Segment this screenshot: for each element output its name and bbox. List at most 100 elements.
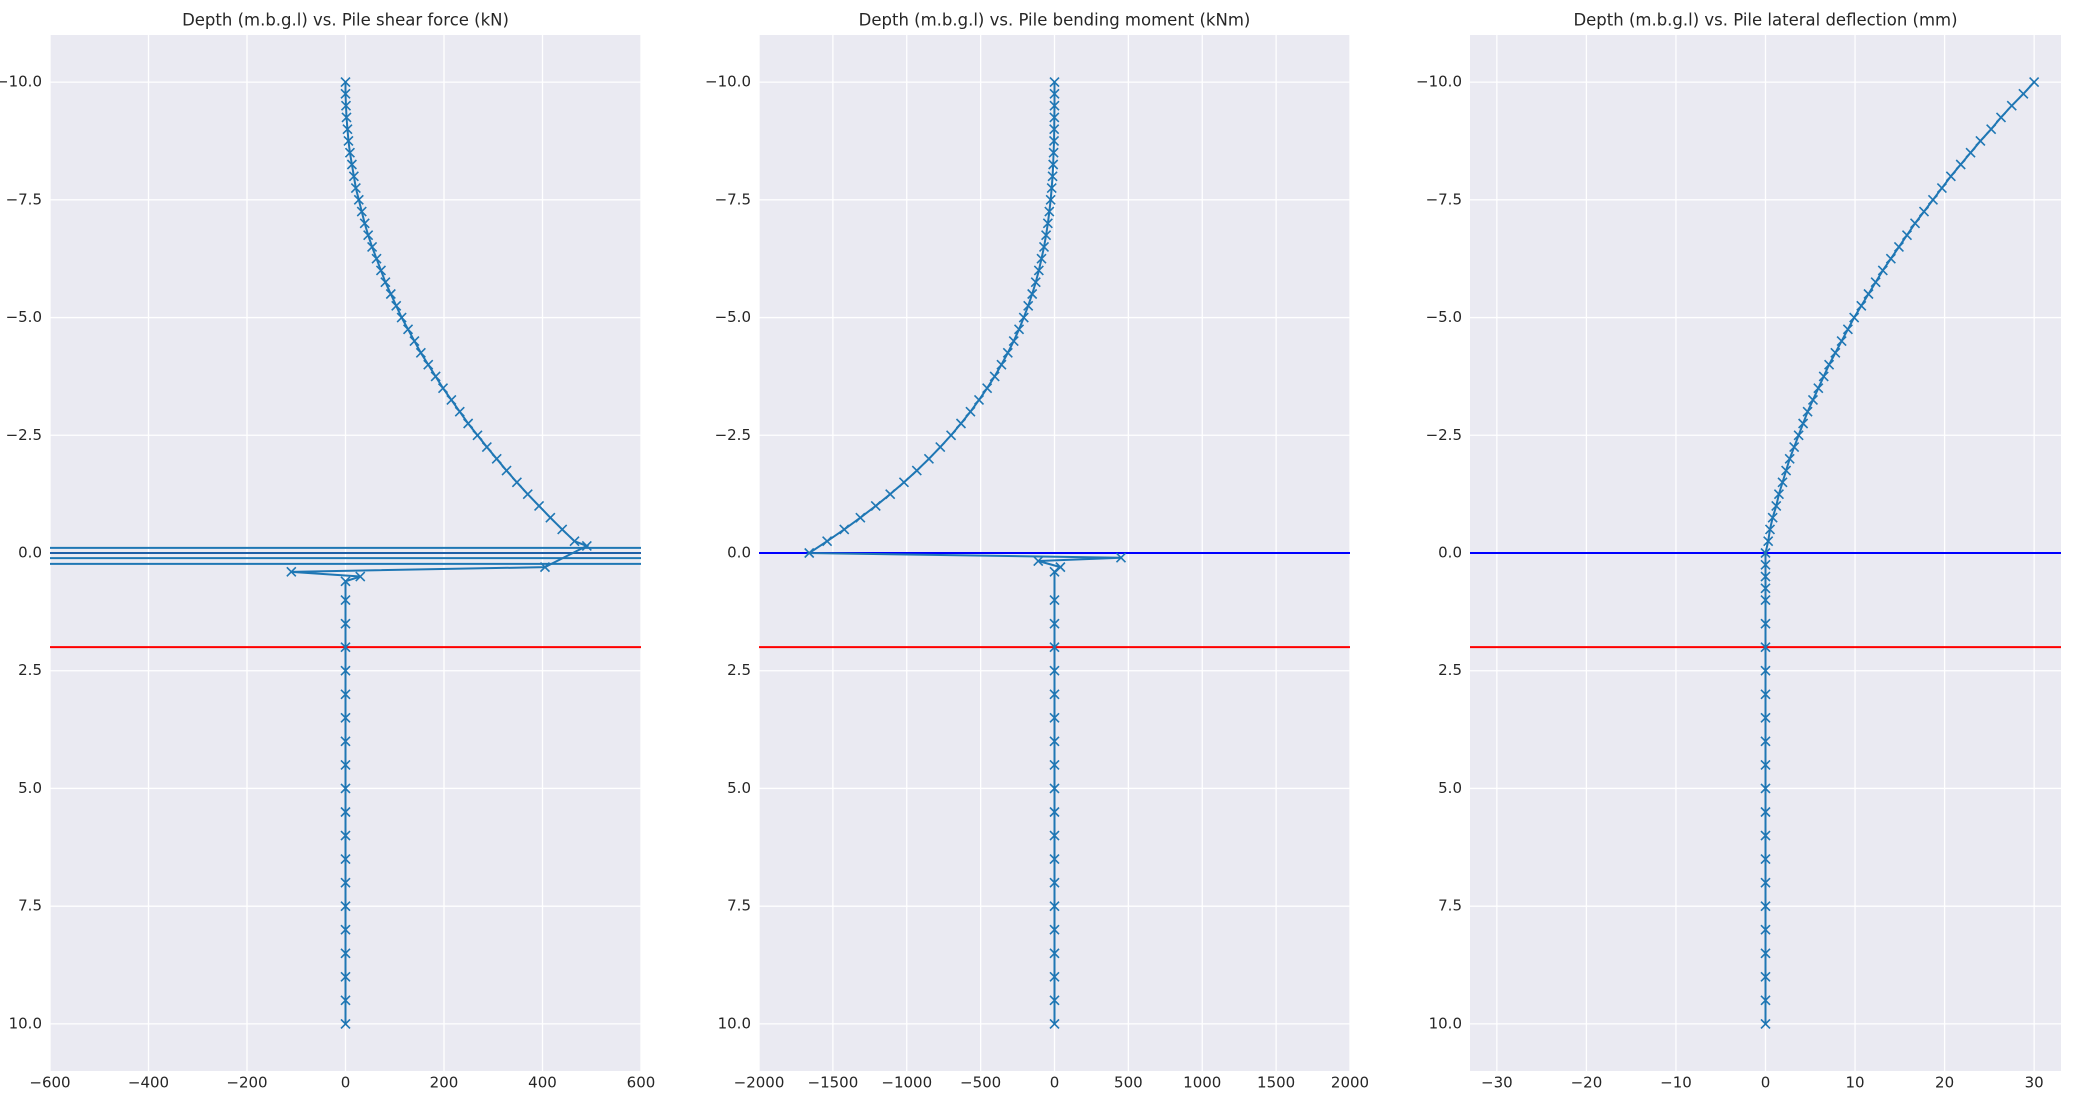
marker [340,854,351,865]
marker [1760,783,1771,794]
marker [396,312,407,323]
marker [1049,112,1060,123]
marker [454,406,465,417]
marker [1047,171,1058,182]
x-tick-label: 0 [1050,1074,1060,1092]
axes: Depth (m.b.g.l) vs. Pile lateral deflect… [1416,11,2061,1092]
marker [1818,371,1829,382]
marker [346,159,357,170]
marker [1049,854,1060,865]
marker [1760,806,1771,818]
marker [1033,265,1044,276]
marker [1049,88,1060,99]
marker [1760,759,1771,770]
marker [402,324,414,335]
marker [1049,1018,1060,1029]
marker [359,218,370,229]
marker [1030,277,1041,288]
marker [1877,265,1888,276]
y-tick-label: −7.5 [1426,190,1462,208]
marker [340,971,351,982]
y-tick-label: −10.0 [705,73,751,91]
marker [340,924,351,935]
marker [423,359,434,370]
marker [1760,665,1771,676]
x-tick-label: −30 [1481,1074,1513,1092]
x-tick-label: −600 [29,1074,70,1092]
marker [1760,971,1771,982]
marker [1870,277,1881,288]
y-tick-label: 10.0 [9,1014,42,1032]
marker [539,562,551,573]
y-tick-label: 7.5 [727,897,751,915]
chart-title: Depth (m.b.g.l) vs. Pile bending moment … [859,11,1251,30]
marker [1767,512,1778,523]
marker [1760,924,1771,935]
marker [511,477,522,488]
marker [340,783,351,794]
marker [409,336,420,347]
marker [1836,336,1847,347]
marker [1049,995,1060,1006]
chart-title: Depth (m.b.g.l) vs. Pile lateral deflect… [1573,11,1957,30]
marker [1893,241,1904,252]
marker [340,759,351,770]
x-tick-label: 400 [528,1074,557,1092]
marker [1049,783,1060,794]
y-tick-label: −7.5 [715,190,751,208]
marker [356,206,367,217]
marker [898,477,910,488]
marker [1798,418,1809,429]
y-tick-label: −10.0 [0,73,42,91]
marker [839,524,850,535]
marker [1760,547,1771,559]
x-tick-label: 0 [341,1074,351,1092]
marker [545,512,556,523]
marker [1049,830,1060,841]
marker [522,489,533,500]
marker [1909,218,1921,229]
y-tick-label: −2.5 [6,426,42,444]
marker [1901,230,1913,241]
marker [1995,112,2007,123]
marker [911,465,922,476]
marker [446,394,457,406]
series [1760,77,2040,1029]
marker [1048,135,1060,147]
marker [1918,206,1930,217]
marker [1975,135,1986,147]
marker [340,665,351,676]
series [804,77,1127,1029]
marker [1781,465,1792,476]
marker [344,147,355,158]
y-tick-label: 10.0 [718,1014,751,1032]
x-tick-label: 20 [1935,1074,1954,1092]
marker [472,430,483,441]
marker [1045,194,1056,205]
marker [1760,571,1771,582]
marker [430,371,441,382]
marker [1856,300,1867,311]
marker [923,453,934,464]
marker [1807,394,1819,406]
y-tick-label: 2.5 [18,661,42,679]
marker [1760,595,1771,606]
marker [1760,618,1771,629]
marker [1760,559,1771,570]
x-tick-label: 10 [1845,1074,1864,1092]
marker [342,124,353,135]
marker [1044,206,1055,217]
x-tick-label: −1500 [808,1074,859,1092]
marker [340,576,351,587]
marker [935,441,946,453]
marker [1927,194,1939,205]
x-tick-label: 30 [2025,1074,2044,1092]
data-line [805,82,1122,1024]
marker [340,877,351,888]
y-tick-label: 0.0 [18,544,42,562]
marker [1936,182,1947,194]
x-tick-label: 1000 [1183,1074,1221,1092]
marker [1049,736,1060,747]
marker [463,418,474,429]
marker [1049,595,1060,606]
